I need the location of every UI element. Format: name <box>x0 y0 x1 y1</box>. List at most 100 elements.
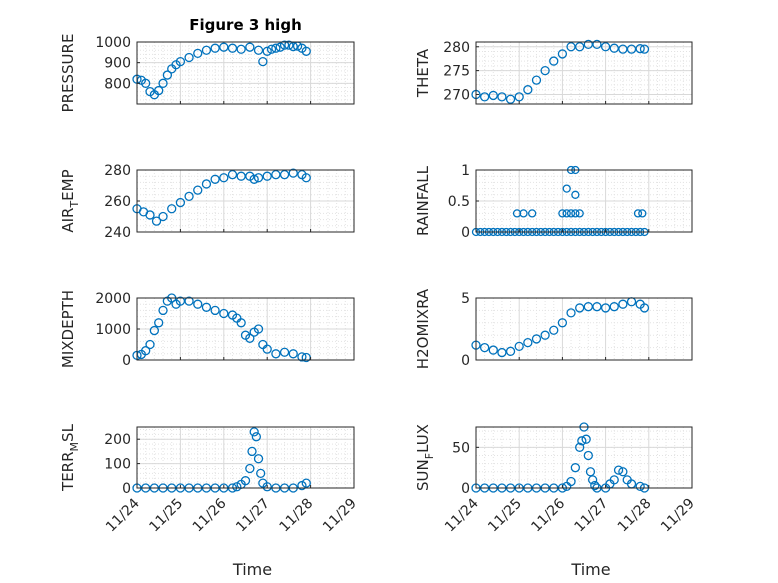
data-point <box>635 44 645 54</box>
data-point <box>609 43 619 53</box>
data-point <box>184 52 194 63</box>
x-tick-label: 11/25 <box>485 496 525 536</box>
y-tick-label: 1000 <box>95 322 131 338</box>
panel-pressure: 800 900 1000 PRESSURE Figure 3 high <box>59 16 355 112</box>
x-tick-label: 11/24 <box>442 495 482 535</box>
data-point <box>175 56 186 67</box>
data-point <box>531 75 542 85</box>
data-point <box>245 333 255 343</box>
series-markers <box>132 40 311 100</box>
data-point <box>210 43 220 53</box>
data-point <box>571 190 580 199</box>
data-point <box>184 296 194 306</box>
y-tick-label: 800 <box>104 76 131 92</box>
x-tick-label: 11/25 <box>146 496 186 536</box>
data-point <box>201 302 212 312</box>
data-point <box>145 339 155 350</box>
data-point <box>540 65 550 76</box>
data-point <box>288 349 298 359</box>
data-point <box>193 48 203 59</box>
axes-box <box>475 426 693 489</box>
data-point <box>488 345 498 355</box>
data-point <box>162 70 173 80</box>
y-tick-label: 275 <box>443 64 470 80</box>
data-point <box>549 56 559 66</box>
data-point <box>201 45 212 55</box>
y-tick-label: 260 <box>104 194 131 210</box>
data-point <box>531 334 542 344</box>
data-point <box>514 341 524 352</box>
data-point <box>279 347 290 357</box>
data-point <box>275 42 285 52</box>
data-point <box>488 90 498 101</box>
data-point <box>600 42 611 52</box>
data-point <box>154 85 164 96</box>
data-point <box>626 44 637 54</box>
data-point <box>271 43 281 53</box>
data-point <box>245 42 255 52</box>
data-point <box>262 171 272 181</box>
data-point <box>249 174 259 184</box>
data-point <box>581 434 591 444</box>
data-point <box>262 482 272 492</box>
data-point <box>236 44 246 54</box>
data-point <box>600 303 611 313</box>
data-point <box>154 318 164 328</box>
y-tick-label: 0 <box>461 225 470 241</box>
data-point <box>271 349 281 359</box>
data-point <box>549 325 559 335</box>
y-tick-label: 50 <box>452 440 470 456</box>
x-axis-label: Time <box>570 560 610 579</box>
data-point <box>566 209 576 218</box>
data-point <box>288 168 298 178</box>
data-point <box>618 467 628 477</box>
data-point <box>279 169 290 180</box>
data-point <box>613 465 624 475</box>
data-point <box>175 296 186 306</box>
data-point <box>245 463 255 474</box>
x-tick-label: 11/27 <box>233 496 273 536</box>
data-point <box>141 346 151 356</box>
plot-background <box>137 427 354 488</box>
data-point <box>151 216 162 226</box>
data-point <box>219 173 229 183</box>
chart-title: Figure 3 high <box>189 16 302 34</box>
y-tick-label: 0 <box>461 481 470 497</box>
data-point <box>247 446 257 457</box>
data-point <box>249 427 259 437</box>
data-point <box>236 318 246 328</box>
series-markers <box>471 297 650 358</box>
y-axis-label: SUNFLUX <box>414 424 436 491</box>
data-point <box>592 302 602 312</box>
panel-rainfall: 0 0.5 1 RAINFALL <box>414 163 693 241</box>
series-markers <box>471 39 650 104</box>
data-point <box>145 210 155 220</box>
data-point <box>633 209 643 218</box>
data-point <box>236 171 246 181</box>
data-point <box>184 191 194 202</box>
panel-mixdepth: 0 1000 2000 MIXDEPTH <box>59 290 355 369</box>
data-point <box>227 43 238 53</box>
data-point <box>523 85 533 95</box>
y-tick-label: 200 <box>104 432 131 448</box>
data-point <box>577 436 587 446</box>
x-axis-label: Time <box>232 560 272 579</box>
panel-h2omixra: 0 5 H2OMIXRA <box>414 288 693 369</box>
panel-terr_msl: 0 100 200 TERRMSL 11/24 11/25 11/26 11/27 11/28 1… <box>59 423 360 579</box>
data-point <box>193 185 203 195</box>
data-point <box>266 44 277 54</box>
data-point <box>271 169 281 180</box>
data-point <box>193 299 203 309</box>
data-point <box>201 179 212 189</box>
y-tick-label: 0 <box>122 481 131 497</box>
y-axis-label: THETA <box>414 48 432 98</box>
y-tick-label: 280 <box>443 40 470 56</box>
y-tick-label: 2000 <box>95 291 131 307</box>
data-point <box>301 173 311 183</box>
data-point <box>514 92 524 102</box>
data-point <box>505 346 516 356</box>
plot-background <box>476 42 692 104</box>
x-tick-label: 11/26 <box>528 495 568 535</box>
data-point <box>585 467 596 477</box>
data-point <box>279 40 290 50</box>
